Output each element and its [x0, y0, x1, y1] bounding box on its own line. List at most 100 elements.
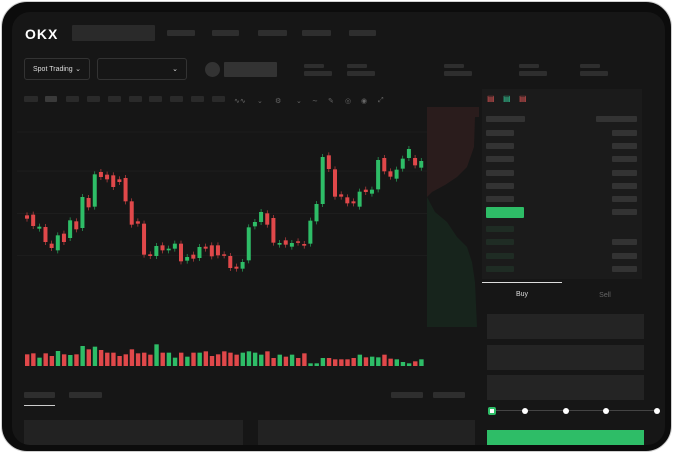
- tab-sell[interactable]: Sell: [599, 292, 611, 299]
- price-input[interactable]: [487, 314, 644, 339]
- timeframe-button[interactable]: [191, 96, 204, 102]
- timeframe-button[interactable]: [108, 96, 121, 102]
- candle: [314, 204, 319, 222]
- timeframe-button[interactable]: [149, 96, 162, 102]
- pair-dropdown[interactable]: ⌄: [97, 58, 187, 80]
- volume-bar: [55, 351, 61, 366]
- bid-depth-area: [427, 197, 477, 327]
- volume-bar: [283, 356, 289, 366]
- ask-price: [486, 143, 514, 149]
- slider-stop-100[interactable]: [654, 408, 660, 414]
- filter-button[interactable]: [433, 392, 465, 398]
- tab-buy[interactable]: Buy: [515, 291, 529, 298]
- timeframe-button[interactable]: [45, 96, 57, 102]
- stat-label: [444, 64, 464, 68]
- volume-bar: [37, 357, 42, 366]
- nav-item[interactable]: [349, 30, 376, 36]
- chevron-down-icon: ⌄: [172, 66, 178, 73]
- indicator-icon[interactable]: ∿∿: [234, 98, 246, 105]
- both-sides-icon[interactable]: ▤: [487, 94, 495, 103]
- order-card: [258, 420, 475, 445]
- settings-icon[interactable]: ⚙: [275, 98, 282, 105]
- bid-amount: [612, 253, 637, 259]
- candle: [98, 172, 103, 177]
- timeframe-button[interactable]: [66, 96, 79, 102]
- volume-bar: [320, 358, 326, 366]
- amount-input[interactable]: [487, 345, 644, 370]
- volume-bar: [246, 351, 252, 366]
- asks-only-icon[interactable]: ▤: [519, 94, 527, 103]
- candle: [320, 157, 325, 204]
- candle: [197, 247, 202, 258]
- candle: [419, 161, 424, 168]
- nav-item[interactable]: [212, 30, 239, 36]
- slider-stop-75[interactable]: [603, 408, 609, 414]
- volume-bar: [80, 346, 85, 366]
- slider-handle[interactable]: [488, 407, 496, 415]
- timeframe-button[interactable]: [129, 96, 142, 102]
- volume-bar: [228, 352, 233, 366]
- candle: [259, 212, 264, 222]
- timeframe-button[interactable]: [170, 96, 183, 102]
- volume-bar: [61, 354, 67, 366]
- stat-value: [519, 71, 547, 76]
- tab-open-orders[interactable]: [24, 392, 55, 398]
- volume-bar: [74, 354, 79, 366]
- volume-bar: [419, 359, 424, 366]
- candle: [80, 197, 85, 228]
- market-type-label: Spot Trading: [33, 65, 73, 73]
- volume-bar: [265, 351, 270, 366]
- slider-stop-50[interactable]: [563, 408, 569, 414]
- timeframe-button[interactable]: [212, 96, 225, 102]
- filter-button[interactable]: [391, 392, 423, 398]
- nav-item[interactable]: [258, 30, 287, 36]
- pencil-icon[interactable]: ✎: [328, 98, 334, 105]
- volume-bar: [394, 359, 399, 366]
- market-type-dropdown[interactable]: Spot Trading ⌄: [24, 58, 90, 80]
- candle: [265, 213, 270, 225]
- chevron-down-icon[interactable]: ⌄: [257, 98, 263, 105]
- volume-bar: [339, 359, 344, 366]
- stat-label: [519, 64, 539, 68]
- nav-item[interactable]: [167, 30, 195, 36]
- stat-label: [580, 64, 600, 68]
- search-bar[interactable]: [72, 25, 155, 41]
- candle: [179, 243, 183, 262]
- camera-icon[interactable]: ◉: [361, 98, 368, 105]
- candle: [61, 233, 66, 242]
- candle: [123, 178, 128, 202]
- bid-price: [486, 226, 514, 232]
- volume-bar: [333, 359, 338, 366]
- bid-price: [486, 253, 514, 259]
- slider-track[interactable]: [492, 410, 657, 411]
- candle: [86, 198, 91, 208]
- candle: [326, 155, 331, 169]
- candle: [277, 243, 282, 245]
- candle: [142, 223, 147, 255]
- timeframe-button[interactable]: [87, 96, 100, 102]
- volume-bar: [388, 358, 393, 366]
- line-icon[interactable]: ∼: [312, 98, 318, 105]
- volume-bar: [326, 358, 332, 366]
- volume-bar: [376, 357, 381, 366]
- bids-only-icon[interactable]: ▤: [503, 94, 511, 103]
- tab-history[interactable]: [69, 392, 102, 398]
- candlestick-chart[interactable]: [17, 107, 427, 372]
- candle: [222, 254, 227, 256]
- ask-amount: [612, 156, 637, 162]
- volume-bar: [400, 362, 406, 366]
- expand-icon[interactable]: ⤢: [378, 97, 384, 104]
- target-icon[interactable]: ◎: [345, 98, 352, 105]
- total-input[interactable]: [487, 375, 644, 400]
- nav-item[interactable]: [302, 30, 331, 36]
- chevron-down-icon: ⌄: [75, 66, 81, 73]
- candle: [363, 189, 368, 192]
- ask-price: [486, 196, 514, 202]
- stat-value: [444, 71, 472, 76]
- buy-button[interactable]: [487, 430, 644, 445]
- volume-bar: [302, 353, 307, 366]
- timeframe-button[interactable]: [24, 96, 38, 102]
- slider-stop-25[interactable]: [522, 408, 528, 414]
- order-card: [24, 420, 243, 445]
- chevron-down-icon[interactable]: ⌄: [296, 98, 302, 105]
